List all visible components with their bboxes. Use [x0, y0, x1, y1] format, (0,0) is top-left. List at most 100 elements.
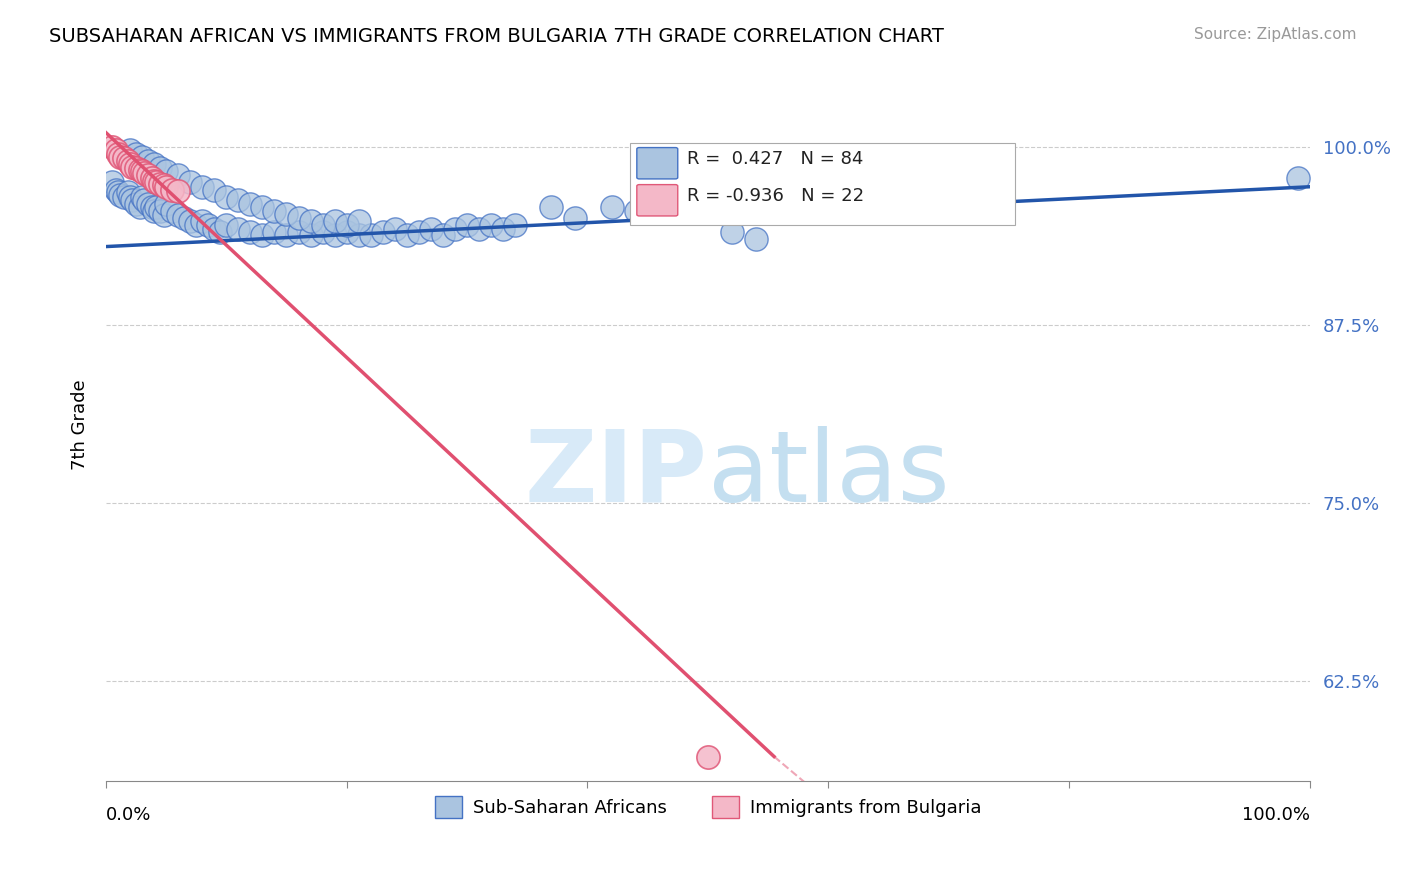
Point: [564, 211, 586, 225]
Point: [131, 164, 153, 178]
Point: [118, 143, 141, 157]
Point: [191, 214, 214, 228]
Point: [131, 150, 153, 164]
Point: [408, 225, 430, 239]
Point: [149, 177, 172, 191]
Point: [492, 222, 515, 236]
Point: [311, 218, 333, 232]
Point: [986, 190, 1008, 204]
Point: [173, 211, 195, 225]
Point: [395, 228, 418, 243]
Point: [276, 228, 298, 243]
Point: [152, 208, 174, 222]
Point: [155, 164, 177, 178]
Point: [745, 232, 768, 246]
Text: R = -0.936   N = 22: R = -0.936 N = 22: [688, 187, 865, 205]
Point: [143, 174, 166, 188]
Point: [239, 225, 262, 239]
Point: [444, 222, 467, 236]
Point: [167, 208, 190, 222]
Point: [311, 225, 333, 239]
Point: [503, 218, 526, 232]
Point: [117, 186, 139, 200]
Point: [107, 147, 129, 161]
Legend: Sub-Saharan Africans, Immigrants from Bulgaria: Sub-Saharan Africans, Immigrants from Bu…: [427, 789, 988, 825]
Point: [600, 200, 623, 214]
Point: [263, 204, 285, 219]
Point: [149, 161, 172, 176]
Point: [540, 200, 562, 214]
Point: [1286, 171, 1309, 186]
Point: [347, 228, 370, 243]
Point: [128, 162, 150, 177]
Point: [155, 179, 177, 194]
Point: [456, 218, 478, 232]
Point: [215, 218, 238, 232]
Point: [276, 207, 298, 221]
Point: [323, 228, 346, 243]
Y-axis label: 7th Grade: 7th Grade: [72, 379, 89, 470]
Point: [479, 218, 502, 232]
Point: [371, 225, 394, 239]
Point: [696, 749, 718, 764]
Text: R =  0.427   N = 84: R = 0.427 N = 84: [688, 151, 863, 169]
Point: [131, 190, 153, 204]
Point: [107, 186, 129, 200]
Point: [155, 197, 177, 211]
Point: [228, 222, 250, 236]
Point: [202, 222, 225, 236]
Point: [125, 161, 148, 176]
Point: [299, 228, 322, 243]
Point: [432, 228, 454, 243]
Text: SUBSAHARAN AFRICAN VS IMMIGRANTS FROM BULGARIA 7TH GRADE CORRELATION CHART: SUBSAHARAN AFRICAN VS IMMIGRANTS FROM BU…: [49, 27, 943, 45]
Point: [134, 165, 156, 179]
Point: [179, 176, 201, 190]
Point: [336, 225, 359, 239]
Point: [136, 197, 159, 211]
Point: [252, 200, 274, 214]
Point: [360, 228, 382, 243]
Point: [160, 183, 183, 197]
Point: [228, 193, 250, 207]
Point: [152, 178, 174, 193]
Text: 100.0%: 100.0%: [1241, 806, 1310, 824]
Point: [263, 225, 285, 239]
Point: [202, 183, 225, 197]
Point: [323, 214, 346, 228]
Point: [125, 197, 148, 211]
FancyBboxPatch shape: [630, 144, 1015, 225]
Point: [287, 225, 309, 239]
Point: [110, 150, 132, 164]
Point: [468, 222, 491, 236]
Point: [128, 200, 150, 214]
Text: 0.0%: 0.0%: [105, 806, 152, 824]
Point: [143, 157, 166, 171]
Point: [104, 143, 127, 157]
Point: [215, 190, 238, 204]
Point: [160, 204, 183, 219]
Point: [299, 214, 322, 228]
Point: [110, 188, 132, 202]
Point: [347, 214, 370, 228]
Point: [287, 211, 309, 225]
Point: [721, 225, 744, 239]
FancyBboxPatch shape: [637, 147, 678, 179]
Point: [117, 154, 139, 169]
Point: [197, 218, 219, 232]
Point: [252, 228, 274, 243]
FancyBboxPatch shape: [637, 185, 678, 216]
Point: [112, 190, 135, 204]
Point: [336, 218, 359, 232]
Point: [101, 140, 124, 154]
Point: [384, 222, 406, 236]
Point: [118, 157, 141, 171]
Point: [145, 200, 167, 214]
Point: [104, 183, 127, 197]
Text: Source: ZipAtlas.com: Source: ZipAtlas.com: [1194, 27, 1357, 42]
Point: [118, 190, 141, 204]
Point: [179, 214, 201, 228]
Point: [141, 171, 163, 186]
Point: [101, 176, 124, 190]
Point: [136, 154, 159, 169]
Point: [209, 225, 232, 239]
